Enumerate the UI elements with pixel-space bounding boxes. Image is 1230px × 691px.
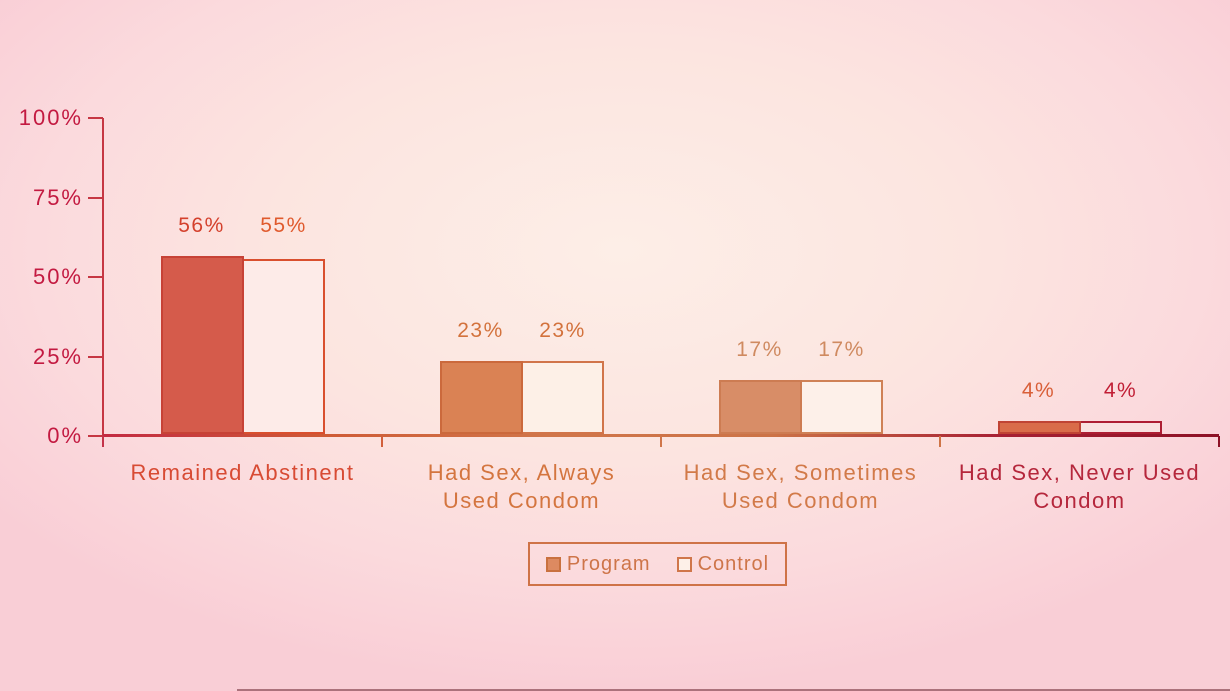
bar-program [718,380,802,434]
y-tick-label: 0% [47,423,83,448]
category-label: Had Sex, Never Used Condom [958,460,1201,513]
y-axis-line [102,118,104,447]
legend-label-control: Control [697,552,770,575]
value-label-control: 23% [539,319,586,342]
legend: Program Control [528,542,787,586]
bar-program [439,361,523,434]
y-tick [88,435,103,437]
value-label-control: 4% [1103,379,1138,402]
bar-program [997,421,1081,434]
value-label-control: 17% [818,338,865,361]
x-tick [939,436,941,447]
bar-control [241,259,325,434]
y-tick-label: 75% [32,184,83,210]
x-axis-line [103,434,1219,437]
bar-control [799,380,883,434]
y-tick-label: 100% [18,105,83,130]
category-label: Had Sex, Always Used Condom [427,460,616,513]
y-tick [88,276,103,278]
bottom-edge-strip [237,689,1230,691]
legend-swatch-program-icon [545,556,561,572]
x-tick [660,436,662,447]
x-tick [102,436,104,447]
x-tick [381,436,383,447]
bar-program [160,256,244,434]
y-tick [88,355,103,358]
value-label-program: 17% [736,338,783,361]
value-label-program: 23% [457,319,504,342]
y-tick [88,196,103,199]
bar-control [520,361,604,434]
y-tick [88,117,103,119]
value-label-program: 56% [178,214,225,237]
y-tick-label: 50% [32,264,83,289]
x-tick [1218,436,1220,447]
category-label: Remained Abstinent [130,460,355,485]
value-label-program: 4% [1021,379,1056,402]
category-label: Had Sex, Sometimes Used Condom [683,460,918,513]
value-label-control: 55% [260,214,307,237]
legend-swatch-control-icon [676,556,692,572]
legend-label-program: Program [566,552,651,575]
y-tick-label: 25% [32,343,83,369]
bar-control [1078,421,1162,434]
